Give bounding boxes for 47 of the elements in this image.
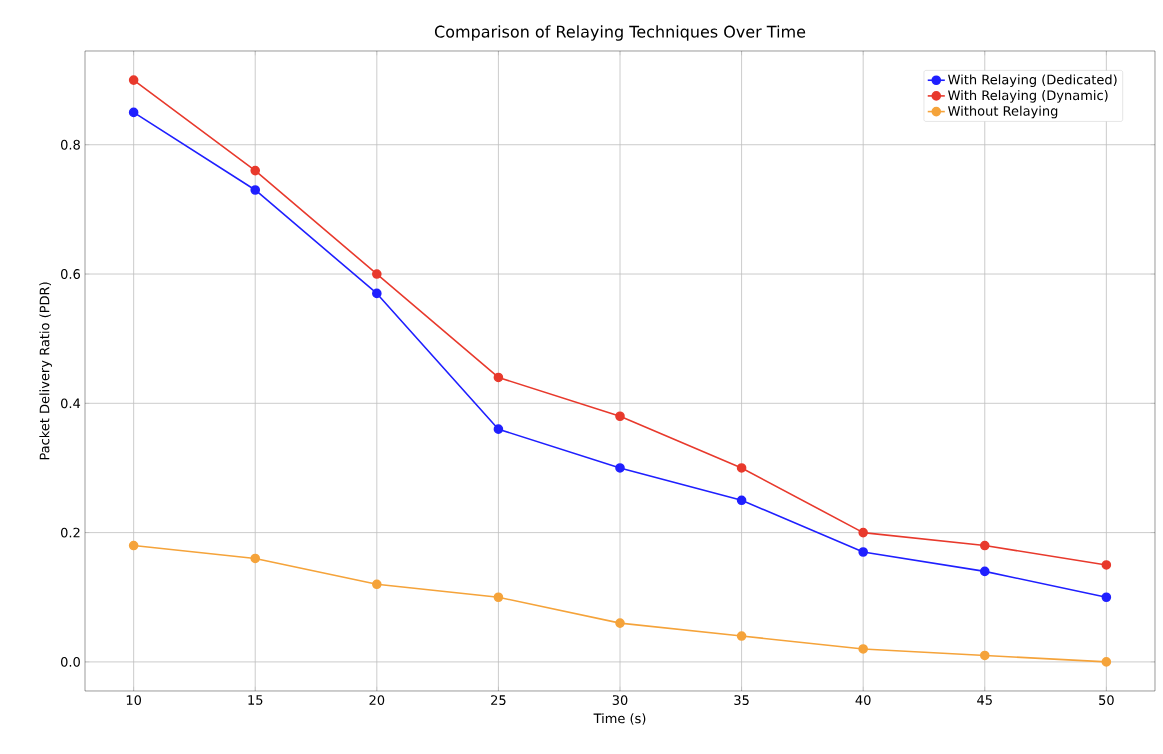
point [128, 75, 139, 85]
point [128, 107, 139, 118]
point [979, 650, 990, 661]
point [493, 592, 504, 603]
x-tick-label: 50 [1099, 695, 1114, 706]
point [372, 269, 382, 279]
point [250, 553, 261, 564]
point [250, 165, 261, 176]
point [1101, 560, 1112, 570]
point [615, 463, 625, 473]
x-axis-title: Time (s) [593, 713, 646, 725]
point [128, 540, 139, 551]
point [615, 618, 625, 628]
y-tick-label: 0.2 [61, 527, 80, 538]
x-tick-label: 35 [734, 695, 749, 706]
x-tick-label: 15 [248, 695, 263, 705]
point [736, 495, 747, 506]
y-tick-label: 0.8 [61, 139, 80, 150]
y-tick-label: 0.0 [61, 656, 80, 667]
x-tick-label: 20 [369, 695, 385, 706]
legend-label: Without Relaying [948, 105, 1058, 119]
point [736, 631, 747, 641]
point [1101, 657, 1112, 667]
point [858, 527, 868, 538]
point [372, 579, 382, 590]
point [979, 566, 990, 577]
point [372, 288, 382, 299]
x-tick-label: 10 [126, 695, 142, 706]
point [858, 644, 868, 654]
legend-label: With Relaying (Dynamic) [948, 90, 1108, 103]
point [1101, 592, 1112, 603]
y-tick-label: 0.4 [61, 398, 81, 409]
x-tick-label: 45 [977, 695, 992, 705]
point [979, 540, 990, 551]
x-tick-label: 25 [491, 695, 506, 706]
point [615, 411, 625, 422]
chart-title: Comparison of Relaying Techniques Over Time [434, 25, 806, 41]
x-tick-label: 40 [855, 695, 871, 706]
y-tick-label: 0.6 [61, 269, 80, 279]
point [250, 185, 261, 195]
y-axis-title: Packet Delivery Ratio (PDR) [39, 282, 52, 460]
point [736, 463, 747, 473]
x-tick-label: 30 [612, 695, 628, 706]
legend-label: With Relaying (Dedicated) [948, 74, 1117, 87]
point [493, 424, 504, 434]
point [493, 372, 504, 383]
point [858, 547, 868, 557]
